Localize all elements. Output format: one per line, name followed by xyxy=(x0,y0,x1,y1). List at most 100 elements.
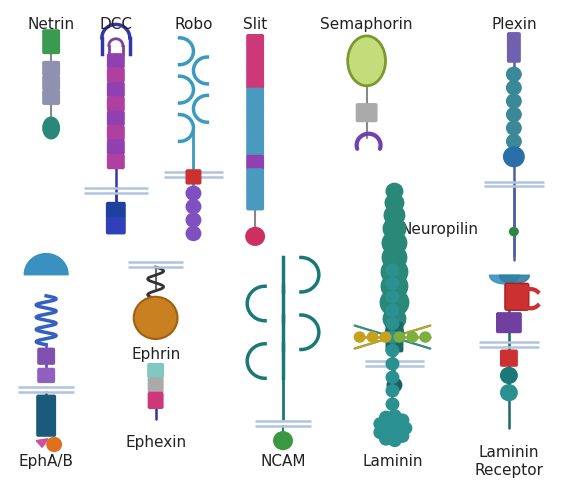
Circle shape xyxy=(185,185,201,201)
Circle shape xyxy=(367,331,378,343)
Text: Plexin: Plexin xyxy=(491,17,537,32)
FancyBboxPatch shape xyxy=(42,61,60,76)
Circle shape xyxy=(380,288,409,317)
Circle shape xyxy=(393,331,405,343)
FancyBboxPatch shape xyxy=(107,82,125,97)
Circle shape xyxy=(385,290,400,303)
FancyBboxPatch shape xyxy=(37,348,55,365)
Circle shape xyxy=(385,330,400,344)
Circle shape xyxy=(381,230,408,256)
Circle shape xyxy=(385,384,400,398)
FancyBboxPatch shape xyxy=(246,168,264,184)
Text: Ephexin: Ephexin xyxy=(125,435,186,450)
FancyBboxPatch shape xyxy=(106,202,126,219)
Circle shape xyxy=(273,431,293,450)
Ellipse shape xyxy=(348,36,385,86)
Text: Robo: Robo xyxy=(174,17,213,32)
Circle shape xyxy=(353,331,365,343)
Circle shape xyxy=(500,367,518,384)
Text: Ephrin: Ephrin xyxy=(131,347,180,362)
Circle shape xyxy=(420,331,431,343)
FancyBboxPatch shape xyxy=(246,142,264,157)
FancyBboxPatch shape xyxy=(36,395,56,437)
Circle shape xyxy=(185,226,201,241)
FancyBboxPatch shape xyxy=(246,74,264,90)
FancyBboxPatch shape xyxy=(385,322,404,353)
Circle shape xyxy=(506,67,522,82)
FancyBboxPatch shape xyxy=(246,61,264,76)
Text: Slit: Slit xyxy=(243,17,267,32)
FancyBboxPatch shape xyxy=(147,363,164,378)
Circle shape xyxy=(385,277,400,290)
FancyBboxPatch shape xyxy=(500,350,518,367)
Circle shape xyxy=(385,317,400,330)
FancyBboxPatch shape xyxy=(505,284,529,310)
Circle shape xyxy=(385,263,400,277)
Polygon shape xyxy=(36,439,48,447)
Circle shape xyxy=(406,331,418,343)
Text: Neuropilin: Neuropilin xyxy=(400,222,478,237)
FancyBboxPatch shape xyxy=(246,128,264,143)
FancyBboxPatch shape xyxy=(246,34,264,49)
FancyBboxPatch shape xyxy=(42,29,60,54)
Circle shape xyxy=(396,413,409,427)
Text: EphA/B: EphA/B xyxy=(19,454,74,469)
Circle shape xyxy=(381,258,408,285)
Circle shape xyxy=(46,437,62,452)
FancyBboxPatch shape xyxy=(356,103,377,122)
Text: Semaphorin: Semaphorin xyxy=(320,17,413,32)
Circle shape xyxy=(385,398,400,411)
Circle shape xyxy=(503,146,525,167)
FancyBboxPatch shape xyxy=(107,140,125,155)
FancyBboxPatch shape xyxy=(507,32,521,63)
Circle shape xyxy=(385,324,405,343)
Circle shape xyxy=(382,307,406,330)
FancyBboxPatch shape xyxy=(246,101,264,116)
Circle shape xyxy=(396,429,409,443)
Circle shape xyxy=(500,384,518,401)
FancyBboxPatch shape xyxy=(37,368,55,383)
Circle shape xyxy=(385,193,405,213)
Circle shape xyxy=(385,370,400,384)
FancyBboxPatch shape xyxy=(42,90,60,105)
Circle shape xyxy=(506,93,522,109)
FancyBboxPatch shape xyxy=(106,217,126,234)
Circle shape xyxy=(381,273,408,299)
Circle shape xyxy=(506,134,522,149)
FancyBboxPatch shape xyxy=(246,155,264,170)
Circle shape xyxy=(380,331,392,343)
Circle shape xyxy=(398,422,412,435)
Circle shape xyxy=(373,426,387,439)
FancyBboxPatch shape xyxy=(107,96,125,112)
Circle shape xyxy=(385,421,401,436)
FancyBboxPatch shape xyxy=(107,154,125,169)
Circle shape xyxy=(185,199,201,214)
FancyBboxPatch shape xyxy=(246,47,264,63)
Circle shape xyxy=(382,217,406,240)
Polygon shape xyxy=(25,254,68,275)
Text: Laminin: Laminin xyxy=(362,454,423,469)
Circle shape xyxy=(506,120,522,136)
FancyBboxPatch shape xyxy=(42,75,60,91)
Circle shape xyxy=(388,409,402,423)
Circle shape xyxy=(381,245,408,270)
Text: Laminin
Receptor: Laminin Receptor xyxy=(474,445,543,478)
Circle shape xyxy=(506,107,522,122)
FancyBboxPatch shape xyxy=(246,195,264,211)
Circle shape xyxy=(373,417,387,431)
FancyBboxPatch shape xyxy=(246,88,264,103)
Text: DCC: DCC xyxy=(99,17,132,32)
FancyBboxPatch shape xyxy=(148,392,164,409)
FancyBboxPatch shape xyxy=(148,377,164,393)
Circle shape xyxy=(245,227,265,246)
FancyBboxPatch shape xyxy=(107,111,125,126)
FancyBboxPatch shape xyxy=(185,169,201,185)
Circle shape xyxy=(385,357,400,370)
Circle shape xyxy=(134,297,177,339)
Circle shape xyxy=(384,205,405,226)
Circle shape xyxy=(379,411,393,424)
FancyBboxPatch shape xyxy=(107,53,125,69)
Circle shape xyxy=(388,434,402,447)
FancyBboxPatch shape xyxy=(107,125,125,141)
Circle shape xyxy=(509,227,519,236)
